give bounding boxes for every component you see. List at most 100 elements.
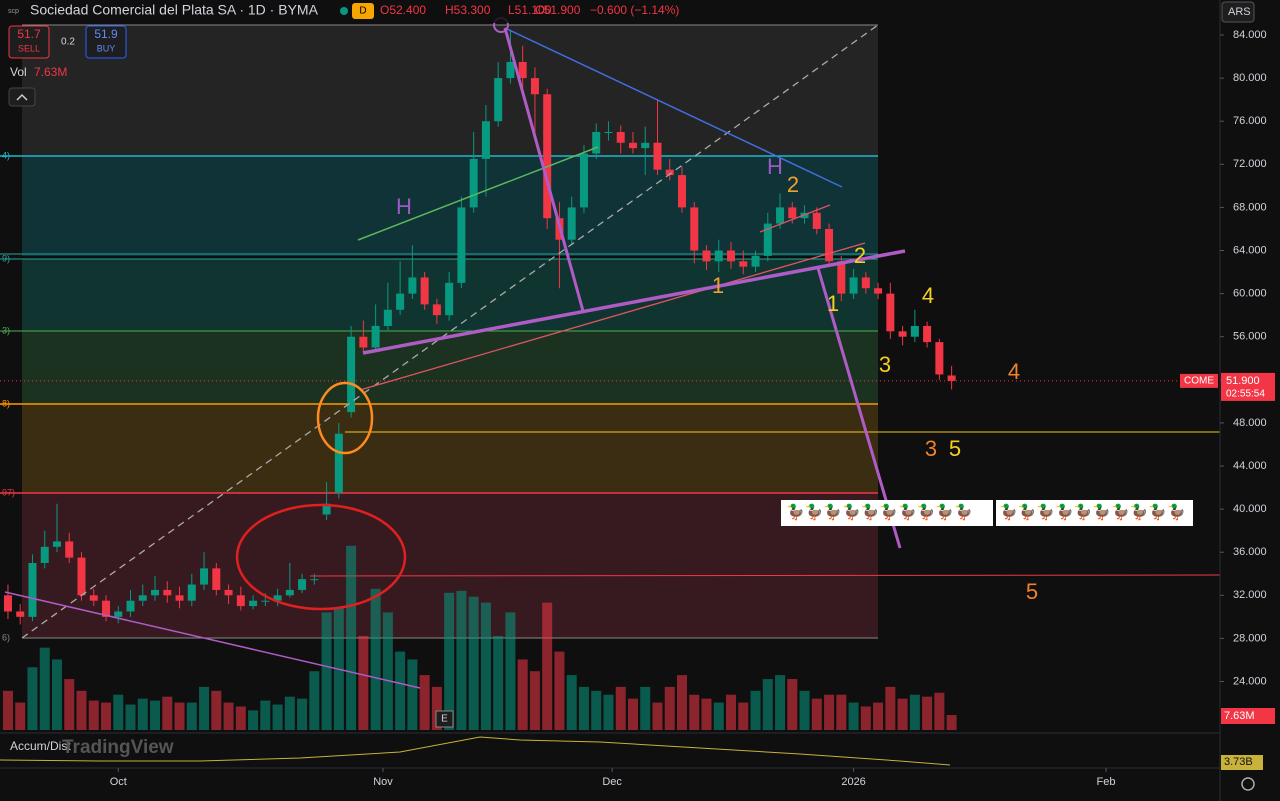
buy-button[interactable] [85, 25, 127, 59]
volume-bar [885, 686, 896, 730]
volume-bar [591, 690, 602, 730]
candle-body [751, 255, 760, 267]
volume-bar [407, 659, 418, 730]
candle-body [175, 595, 184, 601]
volume-bar [848, 702, 859, 730]
volume-bar [824, 694, 835, 730]
x-tick-label: Oct [110, 776, 127, 788]
volume-bar [88, 700, 99, 730]
candle-body [947, 375, 956, 381]
settings-button[interactable] [1241, 777, 1255, 791]
candle-body [837, 261, 846, 294]
annotation: H [767, 154, 783, 179]
sell-price: 51.7 [17, 27, 41, 41]
volume-bar [554, 651, 565, 730]
candle-body [898, 331, 907, 337]
candle-body [432, 304, 441, 316]
candle-body [469, 158, 478, 208]
volume-bar [713, 702, 724, 730]
candle-body [138, 595, 147, 601]
candle-body [249, 600, 258, 607]
y-tick-label: 56.000 [1233, 331, 1267, 343]
event-badge[interactable] [435, 710, 454, 728]
volume-bar [787, 679, 798, 730]
volume-bar [640, 686, 651, 730]
candle-body [347, 336, 356, 413]
y-tick-label: 76.000 [1233, 115, 1267, 127]
last-price-box [1221, 372, 1275, 401]
candle-body [408, 277, 417, 294]
currency-button[interactable] [1221, 1, 1255, 23]
ohlc-change: −0.600 (−1.14%) [590, 3, 679, 17]
annotation: 2 [854, 243, 866, 268]
annotation: 1 [827, 291, 839, 316]
ohlc-open: O52.400 [380, 3, 426, 17]
candle-body [371, 325, 380, 348]
candle-body [530, 78, 539, 95]
volume-bar [125, 704, 136, 730]
collapse-button[interactable] [8, 87, 36, 107]
y-tick-label: 28.000 [1233, 632, 1267, 644]
svg-text:D: D [359, 6, 366, 17]
drawings [4, 17, 906, 689]
candle-body [261, 600, 270, 602]
candle-body [935, 342, 944, 375]
candle-body [420, 277, 429, 305]
y-tick-label: 48.000 [1233, 417, 1267, 429]
candle-body [322, 503, 331, 515]
candle-body [383, 309, 392, 326]
candle-body [923, 325, 932, 343]
candle-body [457, 207, 466, 283]
candle-body [702, 250, 711, 262]
volume-pane [2, 545, 957, 730]
volume-bar [517, 659, 528, 730]
volume-bar [211, 690, 222, 730]
volume-bar [382, 612, 393, 730]
y-tick-label: 60.000 [1233, 288, 1267, 300]
volume-bar [873, 702, 884, 730]
candle-body [849, 277, 858, 294]
volume-label: Vol [10, 65, 27, 79]
annotation: 1 [712, 273, 724, 298]
emoji-strip: 🦆🦆🦆🦆🦆🦆🦆🦆🦆🦆 [786, 503, 973, 521]
y-tick-label: 32.000 [1233, 589, 1267, 601]
candle-body [163, 589, 172, 596]
volume-bar [738, 702, 749, 730]
volume-bar [370, 588, 381, 730]
volume-bar [419, 675, 430, 730]
y-tick-label: 44.000 [1233, 460, 1267, 472]
volume-bar [799, 690, 810, 730]
indicator-line [0, 736, 951, 766]
volume-bar [811, 698, 822, 730]
indicator-name: Accum/Dist [10, 739, 71, 753]
annotation: 3 [925, 436, 937, 461]
title: Sociedad Comercial del Plata SA · 1D · B… [30, 2, 319, 18]
candle-body [506, 61, 515, 79]
volume-bar [346, 545, 357, 730]
volume-bar [860, 706, 871, 730]
volume-bar [199, 686, 210, 730]
volume-bar [64, 679, 75, 730]
candle-body [628, 142, 637, 149]
candle-body [40, 546, 49, 563]
annotation: 4 [922, 283, 934, 308]
annotation: 3 [879, 352, 891, 377]
y-tick-label: 72.000 [1233, 158, 1267, 170]
candle-body [445, 282, 454, 316]
candle-body [812, 212, 821, 229]
volume-bar [542, 602, 553, 730]
candle-body [886, 293, 895, 332]
candle-body [114, 611, 123, 617]
candle-body [273, 595, 282, 601]
candle-body [334, 433, 343, 493]
candle-body [567, 207, 576, 240]
volume-bar [76, 690, 87, 730]
candle-body [518, 61, 527, 79]
sell-button[interactable] [8, 25, 50, 59]
x-tick-label: Feb [1097, 776, 1116, 788]
svg-text:97): 97) [2, 487, 15, 497]
y-tick-label: 68.000 [1233, 201, 1267, 213]
annotation: H [396, 194, 412, 219]
candle-body [677, 175, 686, 208]
